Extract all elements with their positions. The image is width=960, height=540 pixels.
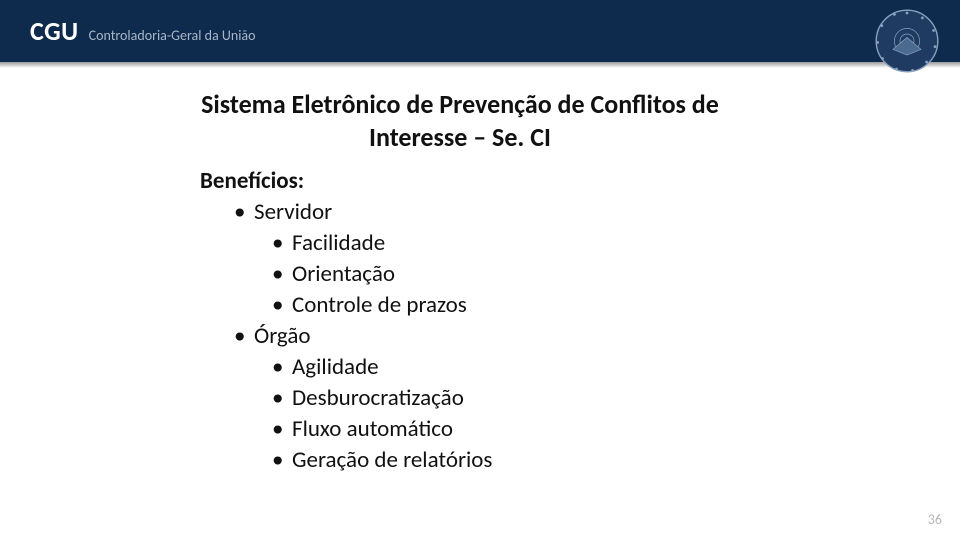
- bullet-icon: •: [272, 445, 292, 476]
- list-item-label: Desburocratização: [292, 383, 464, 414]
- list-item: •Geração de relatórios: [272, 445, 720, 476]
- national-seal-icon: [872, 6, 942, 76]
- list-item: • Órgão: [234, 321, 720, 352]
- section-heading: Benefícios:: [200, 167, 720, 195]
- list-item-label: Órgão: [254, 321, 310, 352]
- bullet-icon: •: [234, 321, 254, 352]
- logo-acronym: CGU: [30, 15, 79, 47]
- logo: CGU Controladoria-Geral da União: [30, 15, 256, 47]
- list-item: • Servidor: [234, 197, 720, 228]
- list-item-label: Servidor: [254, 197, 332, 228]
- bullet-icon: •: [272, 414, 292, 445]
- list-item-label: Orientação: [292, 259, 395, 290]
- bullet-icon: •: [272, 259, 292, 290]
- slide-content: Sistema Eletrônico de Prevenção de Confl…: [0, 68, 720, 476]
- list-item: •Orientação: [272, 259, 720, 290]
- list-item-label: Agilidade: [292, 352, 379, 383]
- slide-title: Sistema Eletrônico de Prevenção de Confl…: [200, 88, 720, 153]
- bullet-icon: •: [272, 228, 292, 259]
- page-number: 36: [928, 511, 942, 528]
- list-item: •Desburocratização: [272, 383, 720, 414]
- bullet-icon: •: [272, 290, 292, 321]
- list-item-label: Geração de relatórios: [292, 445, 492, 476]
- list-item: •Facilidade: [272, 228, 720, 259]
- header-bar: CGU Controladoria-Geral da União: [0, 0, 960, 62]
- list-item: •Agilidade: [272, 352, 720, 383]
- sub-list: •Facilidade •Orientação •Controle de pra…: [234, 228, 720, 321]
- list-item-label: Facilidade: [292, 228, 385, 259]
- list-item: •Fluxo automático: [272, 414, 720, 445]
- list-item-label: Fluxo automático: [292, 414, 453, 445]
- logo-full-name: Controladoria-Geral da União: [89, 27, 256, 44]
- bullet-icon: •: [234, 197, 254, 228]
- bullet-icon: •: [272, 383, 292, 414]
- benefit-list: • Servidor •Facilidade •Orientação •Cont…: [200, 197, 720, 476]
- bullet-icon: •: [272, 352, 292, 383]
- list-item-label: Controle de prazos: [292, 290, 467, 321]
- list-item: •Controle de prazos: [272, 290, 720, 321]
- sub-list: •Agilidade •Desburocratização •Fluxo aut…: [234, 352, 720, 476]
